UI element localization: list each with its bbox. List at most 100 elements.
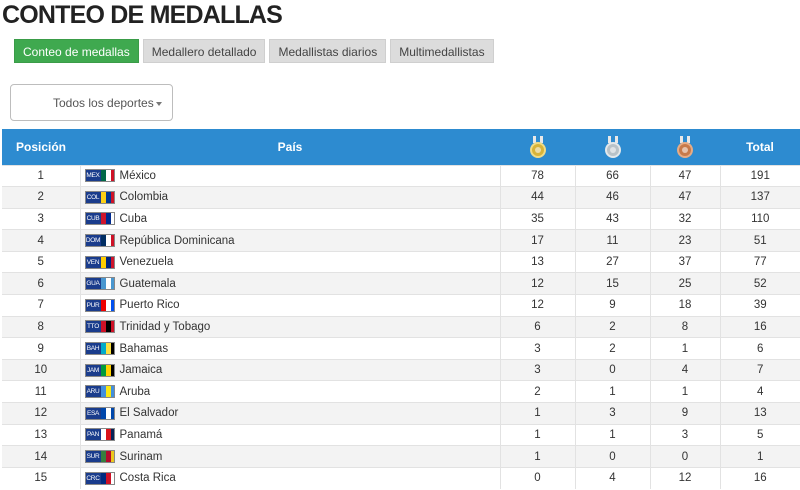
row-bronze: 47 bbox=[649, 186, 720, 209]
row-country: CRC Costa Rica bbox=[79, 466, 500, 489]
country-flag-icon: GUA bbox=[84, 277, 115, 291]
table-row[interactable]: 9 BAH Bahamas 3 2 1 6 bbox=[2, 337, 800, 360]
table-row[interactable]: 14 SUR Surinam 1 0 0 1 bbox=[2, 445, 800, 468]
country-name[interactable]: Panamá bbox=[119, 428, 163, 441]
row-silver: 27 bbox=[574, 250, 650, 273]
row-bronze: 23 bbox=[649, 229, 720, 252]
row-bronze: 4 bbox=[649, 358, 720, 381]
row-bronze: 1 bbox=[649, 337, 720, 360]
country-flag-icon: ESA bbox=[84, 406, 115, 420]
row-bronze: 37 bbox=[649, 250, 720, 273]
row-position: 11 bbox=[2, 380, 80, 403]
row-total: 16 bbox=[719, 315, 800, 338]
row-position: 15 bbox=[2, 466, 80, 489]
country-name[interactable]: Trinidad y Tobago bbox=[119, 320, 211, 333]
row-position: 7 bbox=[2, 294, 80, 317]
table-row[interactable]: 8 TTO Trinidad y Tobago 6 2 8 16 bbox=[2, 315, 800, 338]
row-bronze: 8 bbox=[649, 315, 720, 338]
country-name[interactable]: Aruba bbox=[119, 385, 151, 398]
row-silver: 46 bbox=[574, 186, 650, 209]
tab-medallero-detallado[interactable]: Medallero detallado bbox=[142, 39, 266, 63]
country-name[interactable]: Bahamas bbox=[119, 342, 169, 355]
row-country: GUA Guatemala bbox=[79, 272, 500, 295]
row-country: TTO Trinidad y Tobago bbox=[79, 315, 500, 338]
country-code: JAM bbox=[85, 364, 101, 376]
row-gold: 1 bbox=[499, 445, 575, 468]
header-total: Total bbox=[746, 139, 774, 154]
table-header-row: Posición País bbox=[2, 129, 800, 165]
country-name[interactable]: Jamaica bbox=[119, 364, 163, 377]
country-flag-icon: CRC bbox=[84, 471, 115, 485]
table-row[interactable]: 7 PUR Puerto Rico 12 9 18 39 bbox=[2, 294, 800, 317]
row-gold: 44 bbox=[499, 186, 575, 209]
country-name[interactable]: Surinam bbox=[119, 450, 163, 463]
table-row[interactable]: 13 PAN Panamá 1 1 3 5 bbox=[2, 423, 800, 446]
row-total: 52 bbox=[719, 272, 800, 295]
row-country: ESA El Salvador bbox=[79, 402, 500, 425]
table-row[interactable]: 12 ESA El Salvador 1 3 9 13 bbox=[2, 402, 800, 425]
row-country: PAN Panamá bbox=[79, 423, 500, 446]
sport-filter-dropdown[interactable]: Todos los deportes bbox=[10, 84, 173, 121]
country-code: DOM bbox=[85, 235, 101, 247]
row-total: 4 bbox=[719, 380, 800, 403]
row-country: COL Colombia bbox=[79, 186, 500, 209]
row-country: CUB Cuba bbox=[79, 207, 500, 230]
medal-table: Posición País bbox=[2, 129, 800, 489]
country-code: PUR bbox=[85, 299, 101, 311]
table-row[interactable]: 1 MEX México 78 66 47 191 bbox=[2, 164, 800, 187]
country-flag-icon: CUB bbox=[84, 212, 115, 226]
row-gold: 13 bbox=[499, 250, 575, 273]
table-row[interactable]: 6 GUA Guatemala 12 15 25 52 bbox=[2, 272, 800, 295]
header-silver bbox=[575, 129, 650, 165]
bronze-medal-icon bbox=[676, 135, 694, 158]
row-position: 8 bbox=[2, 315, 80, 338]
row-silver: 1 bbox=[574, 380, 650, 403]
row-silver: 15 bbox=[574, 272, 650, 295]
table-row[interactable]: 4 DOM República Dominicana 17 11 23 51 bbox=[2, 229, 800, 252]
row-total: 51 bbox=[719, 229, 800, 252]
row-silver: 11 bbox=[574, 229, 650, 252]
sport-filter-value: Todos los deportes bbox=[53, 96, 154, 110]
country-name[interactable]: Venezuela bbox=[119, 256, 174, 269]
tab-bar: Conteo de medallas Medallero detallado M… bbox=[14, 39, 494, 63]
table-row[interactable]: 2 COL Colombia 44 46 47 137 bbox=[2, 186, 800, 209]
row-bronze: 9 bbox=[649, 402, 720, 425]
country-flag-icon: ARU bbox=[84, 385, 115, 399]
country-name[interactable]: El Salvador bbox=[119, 407, 179, 420]
country-flag-icon: COL bbox=[84, 190, 115, 204]
row-gold: 35 bbox=[499, 207, 575, 230]
row-bronze: 0 bbox=[649, 445, 720, 468]
country-flag-icon: TTO bbox=[84, 320, 115, 334]
row-total: 5 bbox=[719, 423, 800, 446]
table-row[interactable]: 10 JAM Jamaica 3 0 4 7 bbox=[2, 358, 800, 381]
row-position: 3 bbox=[2, 207, 80, 230]
country-name[interactable]: Puerto Rico bbox=[119, 299, 180, 312]
row-silver: 9 bbox=[574, 294, 650, 317]
row-total: 191 bbox=[719, 164, 800, 187]
gold-medal-icon bbox=[529, 135, 547, 158]
row-position: 1 bbox=[2, 164, 80, 187]
country-name[interactable]: Guatemala bbox=[119, 277, 176, 290]
country-flag-icon: MEX bbox=[84, 169, 115, 183]
row-gold: 12 bbox=[499, 272, 575, 295]
country-name[interactable]: República Dominicana bbox=[119, 234, 235, 247]
table-row[interactable]: 5 VEN Venezuela 13 27 37 77 bbox=[2, 250, 800, 273]
country-name[interactable]: Costa Rica bbox=[119, 472, 176, 485]
country-name[interactable]: México bbox=[119, 169, 156, 182]
row-gold: 1 bbox=[499, 423, 575, 446]
tab-conteo-de-medallas[interactable]: Conteo de medallas bbox=[14, 39, 139, 63]
row-position: 9 bbox=[2, 337, 80, 360]
country-code: COL bbox=[85, 191, 101, 203]
row-position: 10 bbox=[2, 358, 80, 381]
country-flag-icon: SUR bbox=[84, 450, 115, 464]
tab-multimedallistas[interactable]: Multimedallistas bbox=[390, 39, 494, 63]
table-row[interactable]: 15 CRC Costa Rica 0 4 12 16 bbox=[2, 466, 800, 489]
country-name[interactable]: Colombia bbox=[119, 191, 169, 204]
row-bronze: 25 bbox=[649, 272, 720, 295]
row-total: 137 bbox=[719, 186, 800, 209]
tab-medallistas-diarios[interactable]: Medallistas diarios bbox=[269, 39, 387, 63]
row-gold: 3 bbox=[499, 358, 575, 381]
country-name[interactable]: Cuba bbox=[119, 212, 148, 225]
table-row[interactable]: 3 CUB Cuba 35 43 32 110 bbox=[2, 207, 800, 230]
table-row[interactable]: 11 ARU Aruba 2 1 1 4 bbox=[2, 380, 800, 403]
